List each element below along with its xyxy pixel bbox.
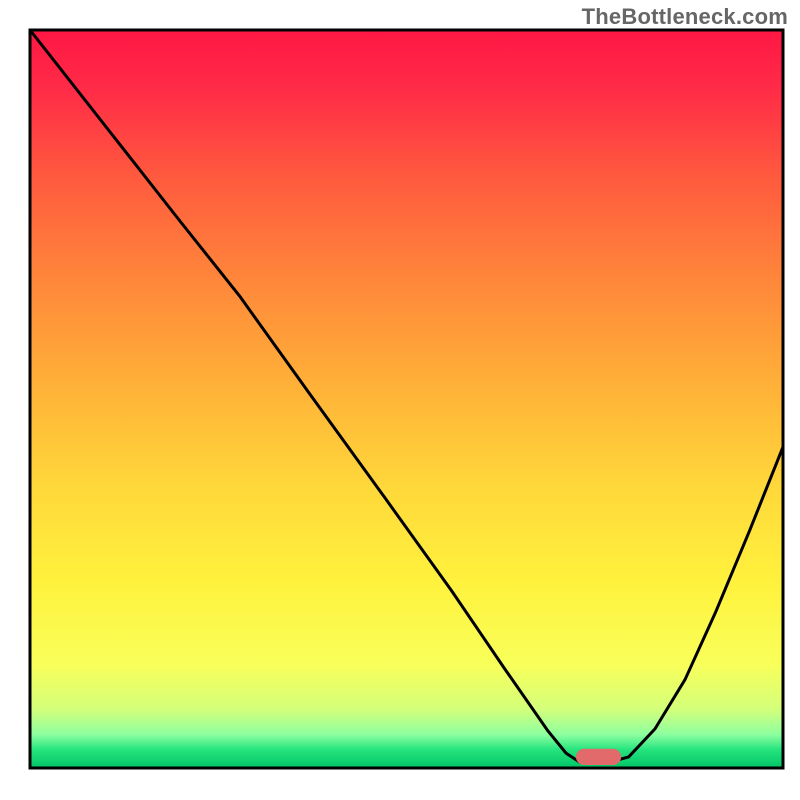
chart-svg [0, 0, 800, 800]
bottleneck-chart: TheBottleneck.com [0, 0, 800, 800]
gradient-background [30, 30, 783, 768]
optimum-marker [576, 749, 621, 765]
watermark-text: TheBottleneck.com [582, 4, 788, 30]
